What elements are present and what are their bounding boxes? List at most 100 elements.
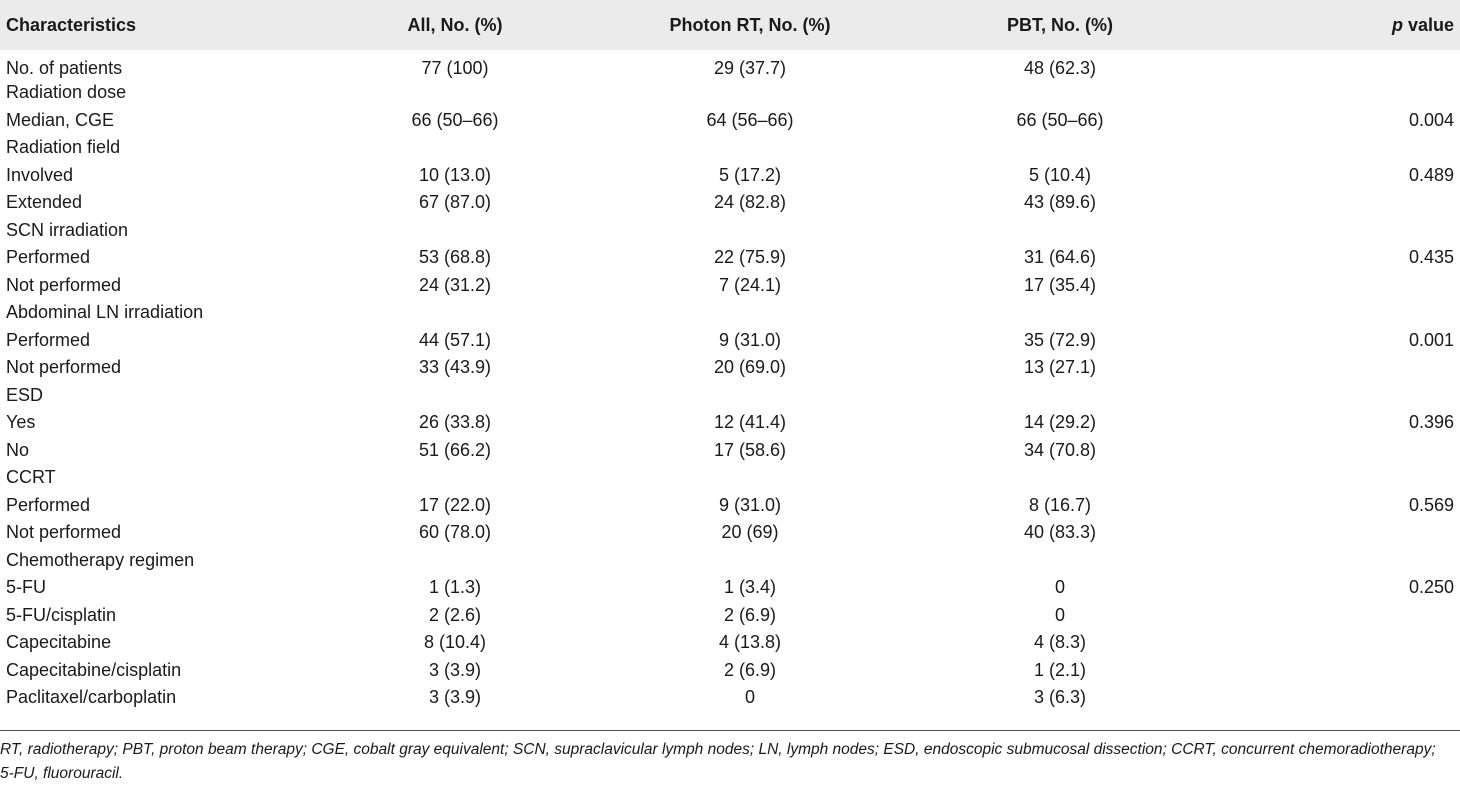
cell-photon-rt — [600, 79, 900, 107]
row-label: Not performed — [6, 522, 122, 543]
cell-pbt: 34 (70.8) — [1023, 439, 1097, 460]
cell-pbt: 0 — [1054, 604, 1065, 625]
table-row: Capecitabine 8 (10.4) 4 (13.8) 4 (8.3) — [0, 629, 1460, 657]
cell-p-value — [1220, 519, 1460, 547]
header-all: All, No. (%) — [407, 14, 503, 35]
row-label: Not performed — [6, 274, 122, 295]
cell-photon-rt: 24 (82.8) — [713, 192, 787, 213]
cell-pbt: 3 (6.3) — [1033, 687, 1087, 708]
table-row: No 51 (66.2) 17 (58.6) 34 (70.8) — [0, 437, 1460, 465]
cell-photon-rt: 4 (13.8) — [718, 632, 782, 653]
header-p-italic: p — [1391, 14, 1403, 35]
cell-pbt: 43 (89.6) — [1023, 192, 1097, 213]
row-label: Radiation dose — [6, 82, 127, 103]
header-characteristics: Characteristics — [6, 14, 137, 35]
cell-p-value — [1220, 437, 1460, 465]
cell-pbt: 14 (29.2) — [1023, 412, 1097, 433]
cell-p-value: 0.001 — [1408, 329, 1454, 350]
cell-all: 53 (68.8) — [418, 247, 492, 268]
cell-all: 67 (87.0) — [418, 192, 492, 213]
table-group-row: SCN irradiation — [0, 217, 1460, 245]
cell-all — [310, 299, 600, 327]
row-label: ESD — [6, 384, 44, 405]
cell-all — [310, 134, 600, 162]
header-pbt: PBT, No. (%) — [1007, 14, 1113, 35]
cell-p-value — [1220, 602, 1460, 630]
row-label: Performed — [6, 329, 91, 350]
cell-pbt: 48 (62.3) — [1023, 58, 1097, 78]
characteristics-table: Characteristics All, No. (%) Photon RT, … — [0, 0, 1460, 712]
cell-p-value — [1220, 684, 1460, 712]
row-label: No — [6, 439, 30, 460]
cell-photon-rt — [600, 382, 900, 410]
cell-pbt: 35 (72.9) — [1023, 329, 1097, 350]
cell-all: 10 (13.0) — [418, 164, 492, 185]
cell-photon-rt: 5 (17.2) — [718, 164, 782, 185]
row-label: Extended — [6, 192, 83, 213]
cell-photon-rt: 64 (56–66) — [706, 109, 794, 130]
row-label: 5-FU/cisplatin — [6, 604, 117, 625]
table-group-row: Abdominal LN irradiation — [0, 299, 1460, 327]
header-photon-rt: Photon RT, No. (%) — [669, 14, 831, 35]
table-row: Performed 17 (22.0) 9 (31.0) 8 (16.7) 0.569 — [0, 492, 1460, 520]
cell-all: 77 (100) — [421, 58, 489, 78]
row-label: Chemotherapy regimen — [6, 549, 195, 570]
row-label: Capecitabine — [6, 632, 112, 653]
table-row: Median, CGE 66 (50–66) 64 (56–66) 66 (50–66… — [0, 107, 1460, 135]
table-group-row: Chemotherapy regimen — [0, 547, 1460, 575]
cell-all — [310, 464, 600, 492]
row-label: Radiation field — [6, 137, 121, 158]
row-label: CCRT — [6, 467, 56, 488]
cell-pbt — [900, 299, 1220, 327]
row-label: Yes — [6, 412, 36, 433]
cell-photon-rt: 22 (75.9) — [713, 247, 787, 268]
table-row: Involved 10 (13.0) 5 (17.2) 5 (10.4) 0.489 — [0, 162, 1460, 190]
table-group-row: Radiation dose — [0, 79, 1460, 107]
cell-p-value — [1220, 79, 1460, 107]
cell-p-value — [1220, 272, 1460, 300]
cell-p-value: 0.489 — [1408, 164, 1454, 185]
cell-pbt: 40 (83.3) — [1023, 522, 1097, 543]
row-label: Performed — [6, 247, 91, 268]
row-label: 5-FU — [6, 577, 46, 598]
table-group-row: ESD — [0, 382, 1460, 410]
table-row: Performed 53 (68.8) 22 (75.9) 31 (64.6) 0.43… — [0, 244, 1460, 272]
cell-photon-rt — [600, 299, 900, 327]
cell-p-value — [1220, 217, 1460, 245]
cell-all: 60 (78.0) — [418, 522, 492, 543]
cell-photon-rt: 9 (31.0) — [718, 329, 782, 350]
table-group-row: Radiation field — [0, 134, 1460, 162]
table-row: Not performed 60 (78.0) 20 (69) 40 (83.3) — [0, 519, 1460, 547]
table-row: Extended 67 (87.0) 24 (82.8) 43 (89.6) — [0, 189, 1460, 217]
cell-all: 44 (57.1) — [418, 329, 492, 350]
table-row: Capecitabine/cisplatin 3 (3.9) 2 (6.9) 1 (2… — [0, 657, 1460, 685]
cell-photon-rt — [600, 134, 900, 162]
cell-all: 66 (50–66) — [411, 109, 499, 130]
cell-pbt: 0 — [1054, 577, 1065, 598]
table-body: No. of patients 77 (100) 29 (37.7) 48 (62.3… — [0, 50, 1460, 712]
cell-photon-rt: 9 (31.0) — [718, 494, 782, 515]
cell-pbt — [900, 79, 1220, 107]
cell-photon-rt: 0 — [744, 687, 755, 708]
header-row: Characteristics All, No. (%) Photon RT, … — [0, 0, 1460, 50]
cell-pbt: 4 (8.3) — [1033, 632, 1087, 653]
cell-all: 26 (33.8) — [418, 412, 492, 433]
cell-all: 8 (10.4) — [423, 632, 487, 653]
cell-photon-rt: 12 (41.4) — [713, 412, 787, 433]
row-label: Involved — [6, 164, 74, 185]
cell-pbt: 1 (2.1) — [1033, 659, 1087, 680]
cell-photon-rt: 2 (6.9) — [723, 604, 777, 625]
cell-photon-rt: 29 (37.7) — [713, 58, 787, 78]
row-label: No. of patients — [6, 58, 123, 78]
cell-photon-rt: 1 (3.4) — [723, 577, 777, 598]
table-row: Paclitaxel/carboplatin 3 (3.9) 0 3 (6.3) — [0, 684, 1460, 712]
table-footnote: RT, radiotherapy; PBT, proton beam thera… — [0, 741, 1436, 782]
row-label: Paclitaxel/carboplatin — [6, 687, 177, 708]
cell-photon-rt: 20 (69) — [721, 522, 779, 543]
cell-pbt — [900, 547, 1220, 575]
table-row: Yes 26 (33.8) 12 (41.4) 14 (29.2) 0.396 — [0, 409, 1460, 437]
cell-p-value — [1220, 299, 1460, 327]
cell-p-value — [1220, 382, 1460, 410]
table-group-row: CCRT — [0, 464, 1460, 492]
cell-photon-rt: 7 (24.1) — [718, 274, 782, 295]
